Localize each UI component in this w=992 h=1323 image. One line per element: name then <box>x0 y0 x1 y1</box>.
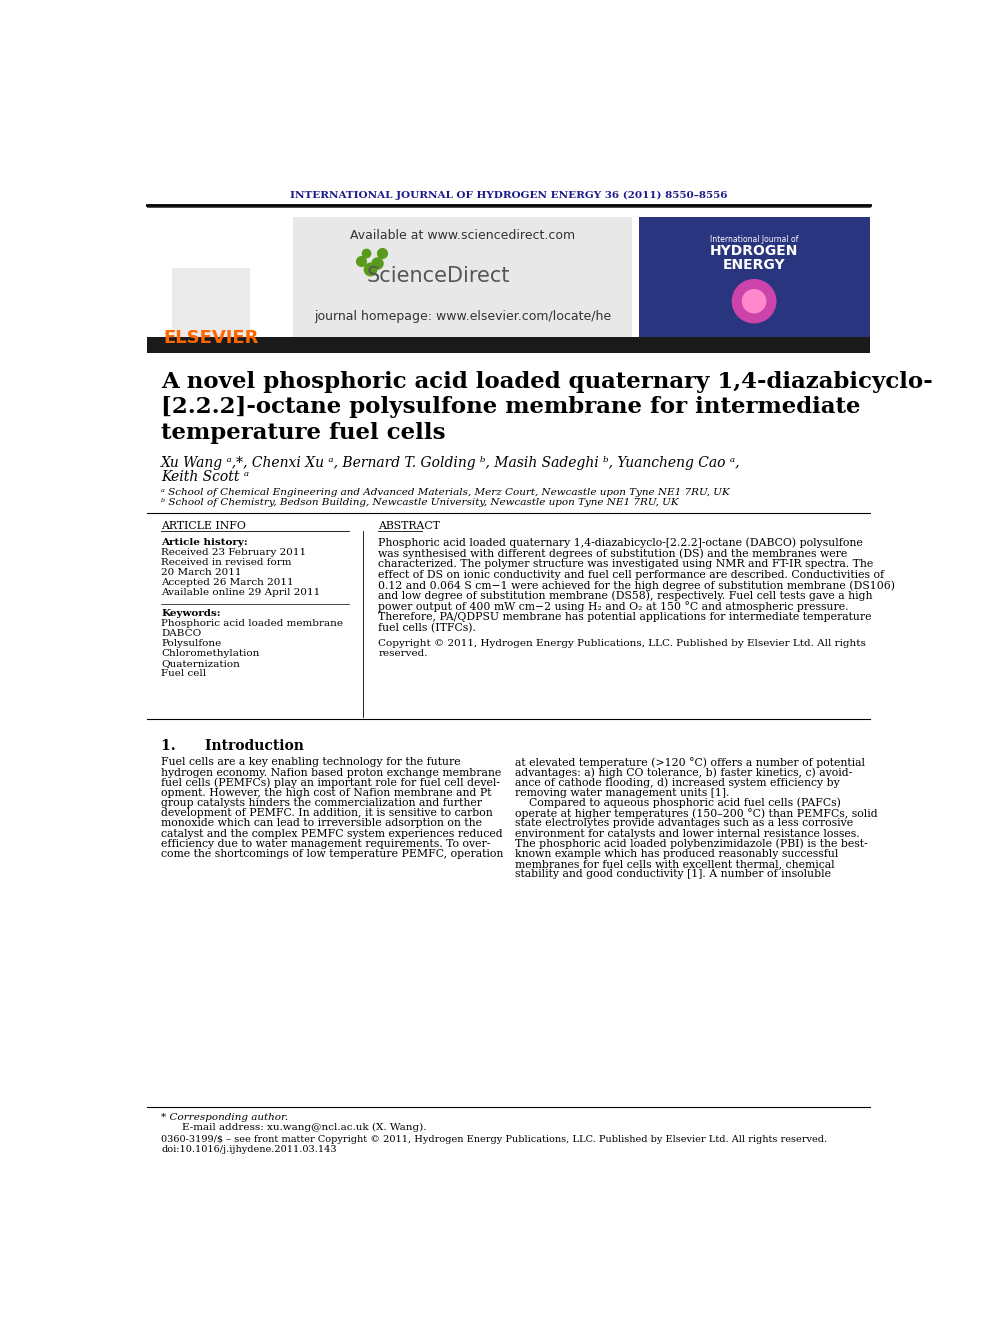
Text: removing water management units [1].: removing water management units [1]. <box>515 789 729 798</box>
Text: Fuel cells are a key enabling technology for the future: Fuel cells are a key enabling technology… <box>161 758 461 767</box>
Bar <box>147 217 291 348</box>
Text: stability and good conductivity [1]. A number of insoluble: stability and good conductivity [1]. A n… <box>515 869 830 880</box>
Text: reserved.: reserved. <box>378 650 428 659</box>
Text: ARTICLE INFO: ARTICLE INFO <box>161 521 246 531</box>
Text: Phosphoric acid loaded quaternary 1,4-diazabicyclo-[2.2.2]-octane (DABCO) polysu: Phosphoric acid loaded quaternary 1,4-di… <box>378 537 863 548</box>
Bar <box>639 217 870 348</box>
Text: ABSTRACT: ABSTRACT <box>378 521 440 531</box>
Text: monoxide which can lead to irreversible adsorption on the: monoxide which can lead to irreversible … <box>161 819 482 828</box>
Text: 1.      Introduction: 1. Introduction <box>161 738 305 753</box>
Text: membranes for fuel cells with excellent thermal, chemical: membranes for fuel cells with excellent … <box>515 859 834 869</box>
Text: ᵇ School of Chemistry, Bedson Building, Newcastle University, Newcastle upon Tyn: ᵇ School of Chemistry, Bedson Building, … <box>161 499 679 508</box>
Text: Accepted 26 March 2011: Accepted 26 March 2011 <box>161 578 294 587</box>
Text: effect of DS on ionic conductivity and fuel cell performance are described. Cond: effect of DS on ionic conductivity and f… <box>378 570 884 579</box>
Text: characterized. The polymer structure was investigated using NMR and FT-IR spectr: characterized. The polymer structure was… <box>378 560 873 569</box>
Circle shape <box>732 279 776 323</box>
Text: and low degree of substitution membrane (DS58), respectively. Fuel cell tests ga: and low degree of substitution membrane … <box>378 591 873 602</box>
Text: temperature fuel cells: temperature fuel cells <box>161 422 445 445</box>
Text: was synthesised with different degrees of substitution (DS) and the membranes we: was synthesised with different degrees o… <box>378 548 847 558</box>
Text: The phosphoric acid loaded polybenzimidazole (PBI) is the best-: The phosphoric acid loaded polybenzimida… <box>515 839 867 849</box>
Text: Available online 29 April 2011: Available online 29 April 2011 <box>161 587 320 597</box>
Text: Keywords:: Keywords: <box>161 609 221 618</box>
Bar <box>293 217 633 348</box>
Text: at elevated temperature (>120 °C) offers a number of potential: at elevated temperature (>120 °C) offers… <box>515 757 865 767</box>
Text: power output of 400 mW cm−2 using H₂ and O₂ at 150 °C and atmospheric pressure.: power output of 400 mW cm−2 using H₂ and… <box>378 602 849 613</box>
Text: come the shortcomings of low temperature PEMFC, operation: come the shortcomings of low temperature… <box>161 849 504 859</box>
Text: Phosphoric acid loaded membrane: Phosphoric acid loaded membrane <box>161 619 343 627</box>
Text: Available at www.sciencedirect.com: Available at www.sciencedirect.com <box>350 229 575 242</box>
Text: INTERNATIONAL JOURNAL OF HYDROGEN ENERGY 36 (2011) 8550–8556: INTERNATIONAL JOURNAL OF HYDROGEN ENERGY… <box>290 191 727 200</box>
Circle shape <box>742 290 766 312</box>
Text: journal homepage: www.elsevier.com/locate/he: journal homepage: www.elsevier.com/locat… <box>314 310 611 323</box>
Text: development of PEMFC. In addition, it is sensitive to carbon: development of PEMFC. In addition, it is… <box>161 808 493 818</box>
Text: opment. However, the high cost of Nafion membrane and Pt: opment. However, the high cost of Nafion… <box>161 789 492 798</box>
Bar <box>172 269 250 337</box>
Text: Fuel cell: Fuel cell <box>161 668 206 677</box>
Text: catalyst and the complex PEMFC system experiences reduced: catalyst and the complex PEMFC system ex… <box>161 828 503 839</box>
Text: hydrogen economy. Nafion based proton exchange membrane: hydrogen economy. Nafion based proton ex… <box>161 767 501 778</box>
Text: ᵃ School of Chemical Engineering and Advanced Materials, Merz Court, Newcastle u: ᵃ School of Chemical Engineering and Adv… <box>161 488 730 496</box>
Text: Xu Wang ᵃ,*, Chenxi Xu ᵃ, Bernard T. Golding ᵇ, Masih Sadeghi ᵇ, Yuancheng Cao ᵃ: Xu Wang ᵃ,*, Chenxi Xu ᵃ, Bernard T. Gol… <box>161 456 741 470</box>
Text: International Journal of: International Journal of <box>710 235 799 245</box>
Text: E-mail address: xu.wang@ncl.ac.uk (X. Wang).: E-mail address: xu.wang@ncl.ac.uk (X. Wa… <box>183 1123 427 1132</box>
Text: 20 March 2011: 20 March 2011 <box>161 568 242 577</box>
Text: 0.12 and 0.064 S cm−1 were achieved for the high degree of substitution membrane: 0.12 and 0.064 S cm−1 were achieved for … <box>378 581 895 591</box>
Text: doi:10.1016/j.ijhydene.2011.03.143: doi:10.1016/j.ijhydene.2011.03.143 <box>161 1146 337 1154</box>
Text: Therefore, PA/QDPSU membrane has potential applications for intermediate tempera: Therefore, PA/QDPSU membrane has potenti… <box>378 613 872 622</box>
Text: operate at higher temperatures (150–200 °C) than PEMFCs, solid: operate at higher temperatures (150–200 … <box>515 808 877 819</box>
Text: Copyright © 2011, Hydrogen Energy Publications, LLC. Published by Elsevier Ltd. : Copyright © 2011, Hydrogen Energy Public… <box>378 639 866 648</box>
Text: environment for catalysts and lower internal resistance losses.: environment for catalysts and lower inte… <box>515 828 859 839</box>
Text: Received 23 February 2011: Received 23 February 2011 <box>161 548 307 557</box>
Text: * Corresponding author.: * Corresponding author. <box>161 1113 289 1122</box>
Text: group catalysts hinders the commercialization and further: group catalysts hinders the commercializ… <box>161 798 482 808</box>
Text: Received in revised form: Received in revised form <box>161 558 292 566</box>
Text: Chloromethylation: Chloromethylation <box>161 648 260 658</box>
Text: ENERGY: ENERGY <box>723 258 786 273</box>
Text: advantages: a) high CO tolerance, b) faster kinetics, c) avoid-: advantages: a) high CO tolerance, b) fas… <box>515 767 852 778</box>
Text: ELSEVIER: ELSEVIER <box>163 329 259 347</box>
Text: [2.2.2]-octane polysulfone membrane for intermediate: [2.2.2]-octane polysulfone membrane for … <box>161 397 861 418</box>
Text: state electrolytes provide advantages such as a less corrosive: state electrolytes provide advantages su… <box>515 819 853 828</box>
Text: known example which has produced reasonably successful: known example which has produced reasona… <box>515 849 838 859</box>
Text: fuel cells (PEMFCs) play an important role for fuel cell devel-: fuel cells (PEMFCs) play an important ro… <box>161 778 500 789</box>
Text: efficiency due to water management requirements. To over-: efficiency due to water management requi… <box>161 839 491 849</box>
Text: Polysulfone: Polysulfone <box>161 639 221 647</box>
Text: ance of cathode flooding, d) increased system efficiency by: ance of cathode flooding, d) increased s… <box>515 778 839 789</box>
Text: ScienceDirect: ScienceDirect <box>366 266 510 286</box>
Text: Compared to aqueous phosphoric acid fuel cells (PAFCs): Compared to aqueous phosphoric acid fuel… <box>515 798 840 808</box>
Text: A novel phosphoric acid loaded quaternary 1,4-diazabicyclo-: A novel phosphoric acid loaded quaternar… <box>161 370 932 393</box>
Text: fuel cells (ITFCs).: fuel cells (ITFCs). <box>378 623 476 634</box>
Text: Article history:: Article history: <box>161 538 248 548</box>
Bar <box>147 337 870 353</box>
Text: 0360-3199/$ – see front matter Copyright © 2011, Hydrogen Energy Publications, L: 0360-3199/$ – see front matter Copyright… <box>161 1135 827 1144</box>
Text: Keith Scott ᵃ: Keith Scott ᵃ <box>161 470 249 484</box>
Text: HYDROGEN: HYDROGEN <box>710 245 799 258</box>
Text: DABCO: DABCO <box>161 628 201 638</box>
Text: Quaternization: Quaternization <box>161 659 240 668</box>
